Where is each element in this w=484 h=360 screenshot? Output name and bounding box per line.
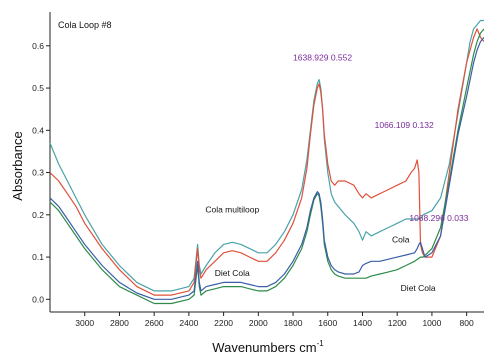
y-tick-label: 0.6 [32, 41, 44, 51]
series-line-0 [49, 19, 484, 292]
series-layer [49, 19, 484, 305]
y-tick-label: 0.3 [32, 168, 44, 178]
y-tick-label: 0.0 [32, 294, 44, 304]
x-tick-label: 3000 [75, 318, 94, 328]
x-tick-label: 1600 [318, 318, 337, 328]
x-tick-label: 1200 [388, 318, 407, 328]
annotation-label: 1068.296 0.033 [409, 213, 468, 223]
x-tick-label: 1000 [422, 318, 441, 328]
series-line-2 [49, 28, 484, 305]
x-axis-title: Wavenumbers cm-1 [212, 339, 324, 355]
series-line-3 [49, 37, 484, 300]
annotation-label: Diet Cola [401, 283, 436, 293]
annotation-label: 1066.109 0.132 [375, 120, 434, 130]
x-tick-label: 2400 [179, 318, 198, 328]
annotation-label: Cola multiloop [205, 205, 259, 215]
x-axis-title-text: Wavenumbers cm [212, 340, 316, 355]
annotation-layer: Cola multiloop Diet Cola Cola Diet Cola 1638… [205, 53, 468, 293]
y-tick-label: 0.5 [32, 83, 44, 93]
annotation-label: 1638.929 0.552 [293, 53, 352, 63]
annotation-label: Diet Cola [215, 268, 250, 278]
x-tick-label: 2000 [249, 318, 268, 328]
y-axis-title: Absorbance [10, 131, 25, 200]
x-tick-label: 800 [460, 318, 474, 328]
x-tick-label: 2600 [145, 318, 164, 328]
x-tick-label: 1400 [353, 318, 372, 328]
x-tick-label: 1800 [284, 318, 303, 328]
x-tick-label: 2200 [214, 318, 233, 328]
axes: 3000 2800 2600 2400 2200 2000 1800 1600 1400 1200… [32, 12, 484, 328]
x-tick-label: 2800 [110, 318, 129, 328]
series-line-1 [49, 28, 484, 296]
y-tick-label: 0.1 [32, 252, 44, 262]
chart-title: Cola Loop #8 [58, 20, 112, 30]
x-axis-title-exponent: -1 [317, 339, 325, 348]
y-tick-label: 0.4 [32, 125, 44, 135]
annotation-label: Cola [392, 234, 410, 244]
y-tick-label: 0.2 [32, 210, 44, 220]
